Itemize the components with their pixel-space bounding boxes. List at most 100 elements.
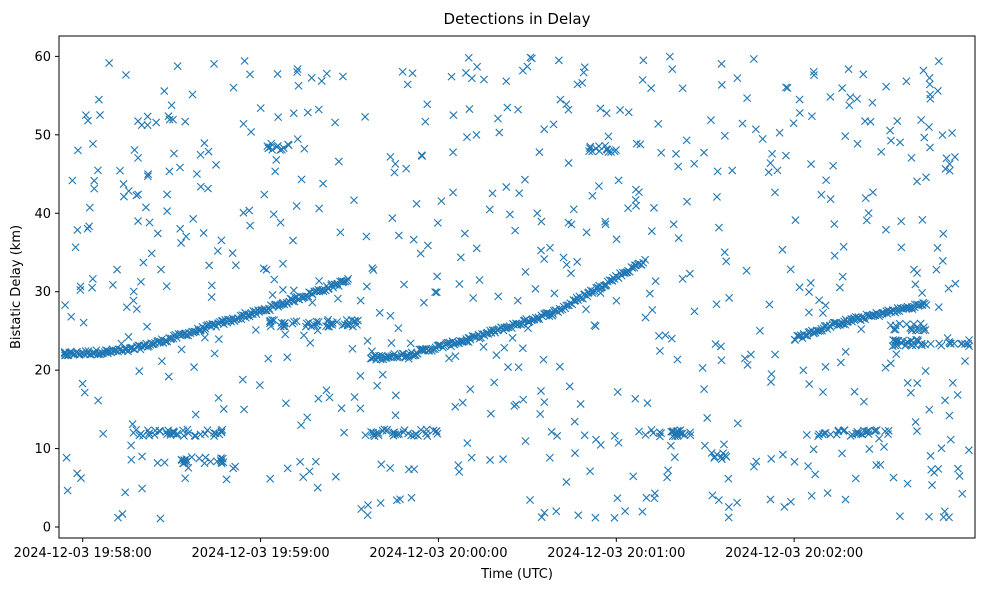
scatter-point <box>338 72 347 81</box>
scatter-point <box>394 231 403 240</box>
scatter-point <box>673 355 682 364</box>
scatter-point <box>515 189 524 198</box>
scatter-point <box>144 170 153 179</box>
scatter-point <box>121 488 130 497</box>
scatter-point <box>965 342 974 351</box>
scatter-point <box>456 253 465 262</box>
scatter-point <box>412 199 421 208</box>
scatter-point <box>364 501 373 510</box>
scatter-point <box>690 307 699 316</box>
scatter-point <box>331 118 340 127</box>
scatter-point <box>145 218 154 227</box>
scatter-point <box>607 147 616 156</box>
scatter-point <box>390 428 399 437</box>
scatter-point <box>765 300 774 309</box>
scatter-point <box>184 463 193 472</box>
scatter-point <box>293 135 302 144</box>
scatter-point <box>807 160 816 169</box>
scatter-point <box>556 95 565 104</box>
scatter-point <box>657 429 666 438</box>
scatter-point <box>307 73 316 82</box>
scatter-point <box>624 204 633 213</box>
scatter-point <box>391 430 400 439</box>
scatter-point <box>746 350 755 359</box>
scatter-point <box>449 111 458 120</box>
scatter-point <box>927 465 936 474</box>
scatter-point <box>495 128 504 137</box>
scatter-point <box>65 348 74 357</box>
scatter-point <box>83 116 92 125</box>
scatter-point <box>514 105 523 114</box>
scatter-point <box>810 71 818 80</box>
scatter-point <box>841 132 850 141</box>
scatter-point <box>610 513 619 522</box>
scatter-point <box>319 287 328 296</box>
scatter-point <box>129 428 138 437</box>
scatter-point <box>725 293 734 302</box>
scatter-point <box>73 146 82 155</box>
scatter-point <box>313 326 322 335</box>
scatter-point <box>795 95 804 104</box>
scatter-point <box>357 504 366 513</box>
scatter-point <box>204 147 213 156</box>
scatter-point <box>533 209 542 218</box>
scatter-point <box>88 274 97 283</box>
scatter-point <box>821 362 830 371</box>
scatter-point <box>157 357 166 366</box>
scatter-point <box>113 513 122 522</box>
scatter-point <box>88 139 97 148</box>
scatter-point <box>251 325 260 334</box>
scatter-point <box>539 355 548 364</box>
scatter-point <box>210 432 219 441</box>
scatter-point <box>67 312 76 321</box>
scatter-point <box>322 322 331 331</box>
scatter-point <box>503 103 512 112</box>
scatter-point <box>845 101 854 110</box>
scatter-point <box>882 82 891 91</box>
scatter-point <box>81 111 90 120</box>
scatter-point <box>766 159 775 168</box>
scatter-point <box>826 195 835 204</box>
scatter-point <box>872 461 881 470</box>
scatter-point <box>937 444 946 453</box>
scatter-point <box>889 336 898 345</box>
scatter-point <box>103 349 112 358</box>
scatter-point <box>505 210 514 219</box>
scatter-point <box>343 276 352 285</box>
scatter-point <box>210 59 219 68</box>
scatter-point <box>80 388 89 397</box>
scatter-point <box>433 218 442 227</box>
scatter-point <box>573 257 582 266</box>
scatter-point <box>781 151 790 160</box>
scatter-point <box>467 453 476 462</box>
scatter-point <box>713 167 722 176</box>
scatter-point <box>431 288 440 297</box>
scatter-point <box>204 184 212 193</box>
scatter-point <box>83 224 92 233</box>
scatter-point <box>945 411 954 420</box>
scatter-point <box>531 284 540 293</box>
scatter-point <box>613 494 622 503</box>
scatter-point <box>156 514 165 523</box>
scatter-point <box>210 349 219 358</box>
scatter-point <box>582 305 591 314</box>
scatter-point <box>526 496 535 504</box>
scatter-point <box>743 94 752 103</box>
scatter-point <box>121 70 130 79</box>
scatter-point <box>297 175 306 184</box>
scatter-point <box>272 142 281 151</box>
scatter-point <box>76 286 85 294</box>
scatter-point <box>911 341 920 350</box>
scatter-point <box>268 290 277 299</box>
scatter-point <box>394 324 403 333</box>
scatter-point <box>328 318 337 327</box>
scatter-point <box>417 346 426 355</box>
scatter-point <box>239 119 248 128</box>
scatter-point <box>191 431 200 440</box>
scatter-point <box>835 283 844 292</box>
scatter-point <box>666 441 675 450</box>
scatter-point <box>834 427 843 436</box>
scatter-point <box>129 287 138 296</box>
scatter-point <box>822 176 831 185</box>
scatter-point <box>278 285 287 294</box>
